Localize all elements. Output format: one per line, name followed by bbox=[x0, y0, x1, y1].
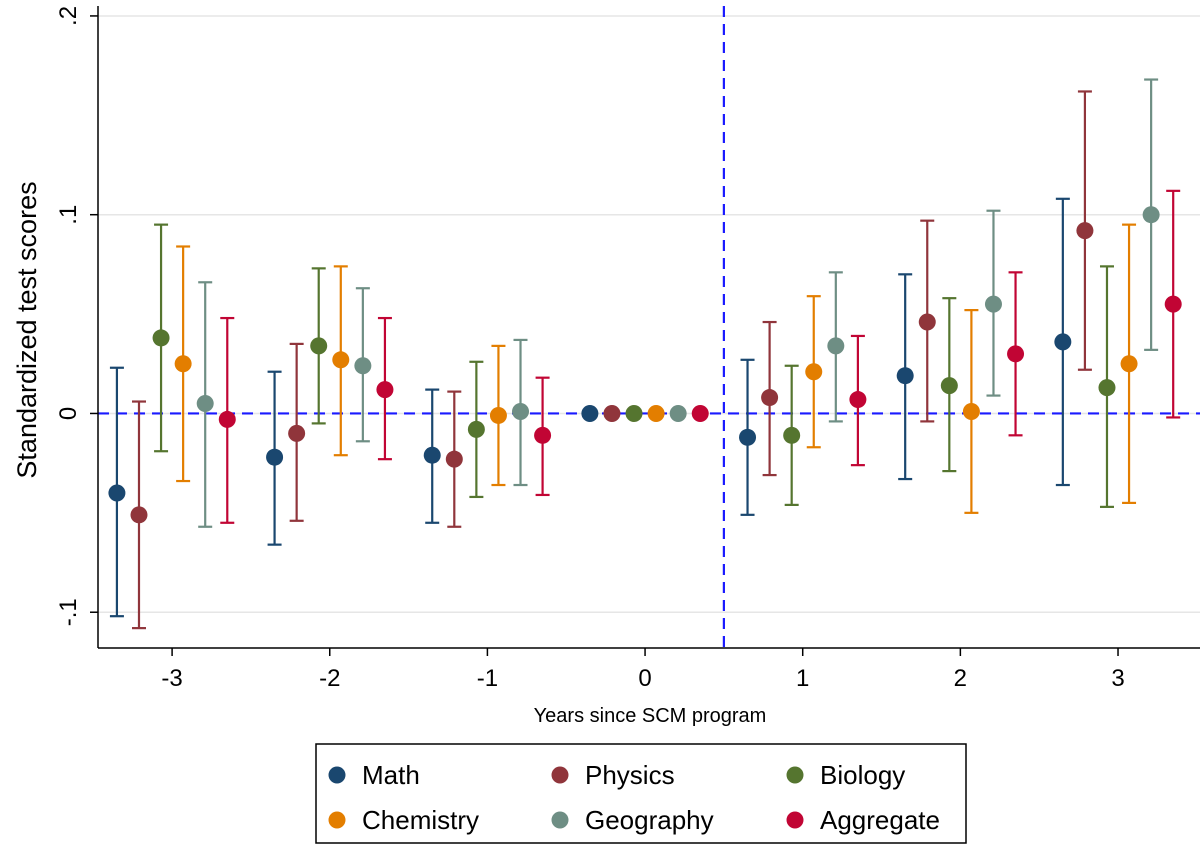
point-physics bbox=[918, 313, 936, 331]
point-chemistry bbox=[174, 355, 192, 373]
point-aggregate bbox=[691, 404, 709, 422]
x-tick-label: 1 bbox=[796, 665, 809, 692]
point-geography bbox=[354, 357, 372, 375]
point-math bbox=[423, 446, 441, 464]
point-biology bbox=[1098, 379, 1116, 397]
legend-label-math: Math bbox=[362, 760, 420, 790]
series-physics bbox=[130, 90, 1094, 630]
point-biology bbox=[467, 420, 485, 438]
series-math bbox=[108, 197, 1072, 618]
series-biology bbox=[152, 223, 1116, 508]
point-geography bbox=[669, 404, 687, 422]
legend-label-aggregate: Aggregate bbox=[820, 805, 940, 835]
y-tick-label: -.1 bbox=[55, 598, 82, 626]
axes: -.1 0 .1 .2 -3 -2 -1 0 1 2 3 bbox=[55, 6, 1200, 692]
point-aggregate bbox=[376, 381, 394, 399]
point-physics bbox=[130, 506, 148, 524]
y-axis-title: Standardized test scores bbox=[12, 181, 42, 478]
point-biology bbox=[152, 329, 170, 347]
point-chemistry bbox=[489, 406, 507, 424]
series-chemistry bbox=[174, 223, 1138, 514]
legend-label-physics: Physics bbox=[585, 760, 675, 790]
point-aggregate bbox=[1164, 295, 1182, 313]
point-chemistry bbox=[332, 351, 350, 369]
legend: Math Physics Biology Chemistry Geography Aggr… bbox=[315, 743, 967, 844]
point-physics bbox=[603, 404, 621, 422]
reference-lines bbox=[98, 6, 1200, 648]
x-tick-label: -1 bbox=[477, 665, 498, 692]
point-physics bbox=[288, 424, 306, 442]
point-biology bbox=[940, 377, 958, 395]
series-aggregate bbox=[218, 189, 1182, 524]
point-biology bbox=[625, 404, 643, 422]
legend-marker-biology bbox=[786, 766, 804, 784]
point-math bbox=[581, 404, 599, 422]
point-math bbox=[739, 428, 757, 446]
legend-label-chemistry: Chemistry bbox=[362, 805, 479, 835]
point-math bbox=[896, 367, 914, 385]
point-aggregate bbox=[849, 391, 867, 409]
point-aggregate bbox=[1007, 345, 1025, 363]
point-chemistry bbox=[647, 404, 665, 422]
legend-label-geography: Geography bbox=[585, 805, 714, 835]
point-math bbox=[266, 448, 284, 466]
point-biology bbox=[310, 337, 328, 355]
point-physics bbox=[761, 389, 779, 407]
point-biology bbox=[783, 426, 801, 444]
point-chemistry bbox=[962, 402, 980, 420]
x-tick-label: -3 bbox=[161, 665, 182, 692]
x-tick-label: 2 bbox=[954, 665, 967, 692]
point-geography bbox=[512, 402, 530, 420]
x-axis-title: Years since SCM program bbox=[534, 705, 767, 727]
point-chemistry bbox=[1120, 355, 1138, 373]
series-geography bbox=[196, 78, 1160, 528]
legend-marker-chemistry bbox=[328, 811, 346, 829]
grid-lines bbox=[98, 15, 1200, 613]
y-tick-label: .2 bbox=[55, 6, 82, 26]
point-geography bbox=[827, 337, 845, 355]
x-tick-label: 0 bbox=[638, 665, 651, 692]
legend-marker-math bbox=[328, 766, 346, 784]
y-tick-label: .1 bbox=[55, 205, 82, 225]
point-chemistry bbox=[805, 363, 823, 381]
point-math bbox=[1054, 333, 1072, 351]
legend-label-biology: Biology bbox=[820, 760, 905, 790]
x-tick-label: -2 bbox=[319, 665, 340, 692]
y-tick-label: 0 bbox=[55, 407, 82, 420]
legend-marker-geography bbox=[551, 811, 569, 829]
point-geography bbox=[196, 395, 214, 413]
point-aggregate bbox=[534, 426, 552, 444]
legend-marker-aggregate bbox=[786, 811, 804, 829]
legend-marker-physics bbox=[551, 766, 569, 784]
x-tick-label: 3 bbox=[1111, 665, 1124, 692]
point-aggregate bbox=[218, 410, 236, 428]
point-physics bbox=[445, 450, 463, 468]
legend-box bbox=[315, 743, 967, 844]
point-geography bbox=[984, 295, 1002, 313]
data-series bbox=[108, 78, 1182, 630]
point-math bbox=[108, 484, 126, 502]
point-geography bbox=[1142, 206, 1160, 224]
point-physics bbox=[1076, 222, 1094, 240]
